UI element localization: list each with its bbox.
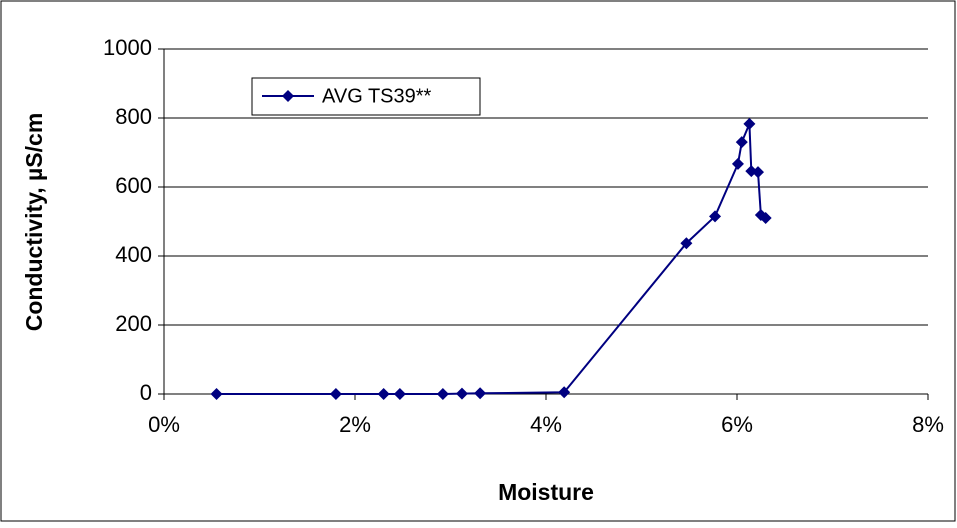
data-point	[329, 388, 342, 400]
x-tick-label: 4%	[530, 412, 562, 437]
data-point	[455, 387, 468, 400]
data-point	[558, 386, 571, 399]
data-point	[474, 387, 487, 400]
data-point	[377, 388, 390, 400]
x-tick-label: 2%	[339, 412, 371, 437]
x-tick-label: 6%	[721, 412, 753, 437]
y-tick-label: 800	[115, 104, 152, 129]
data-point	[436, 388, 449, 400]
y-tick-label: 1000	[103, 35, 152, 60]
x-axis-title: Moisture	[498, 479, 594, 505]
data-point	[210, 388, 223, 400]
data-point	[393, 388, 406, 400]
data-point	[731, 157, 744, 170]
data-point	[743, 117, 756, 130]
data-point	[735, 136, 748, 149]
y-tick-label: 600	[115, 173, 152, 198]
data-point	[680, 237, 693, 250]
legend-label: AVG TS39**	[322, 85, 432, 107]
data-point	[759, 212, 772, 225]
data-point	[752, 166, 765, 179]
x-tick-label: 8%	[912, 412, 944, 437]
y-tick-label: 400	[115, 242, 152, 267]
legend-marker	[282, 90, 294, 102]
y-tick-label: 0	[140, 380, 152, 405]
x-tick-label: 0%	[148, 412, 180, 437]
data-point	[709, 210, 722, 223]
y-axis-title: Conductivity, µS/cm	[21, 113, 47, 332]
y-tick-label: 200	[115, 311, 152, 336]
